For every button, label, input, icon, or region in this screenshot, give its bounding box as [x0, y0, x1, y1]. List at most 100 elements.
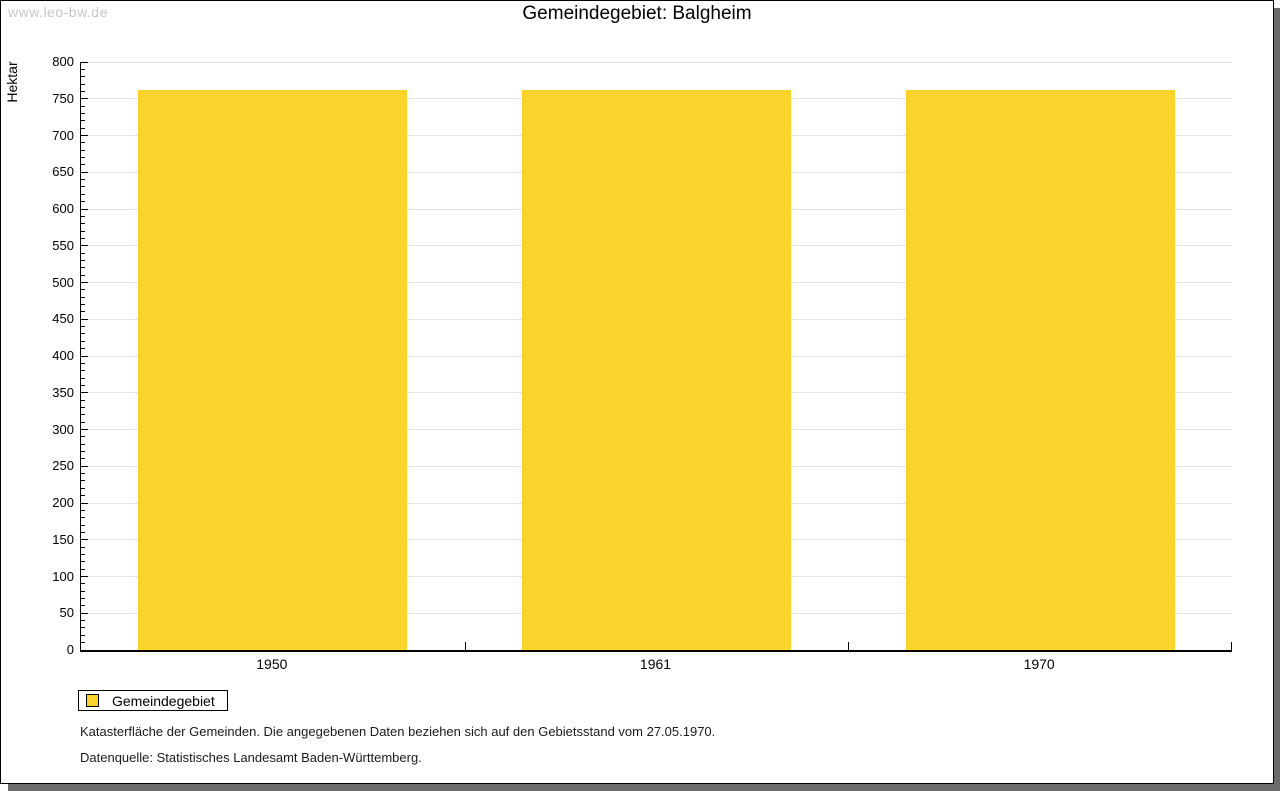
y-minor-tick: [81, 68, 85, 70]
y-minor-tick: [81, 524, 85, 526]
y-minor-tick: [81, 267, 85, 269]
y-major-tick: [81, 502, 88, 504]
y-minor-tick: [81, 561, 85, 563]
x-tick-label-1950: 1950: [256, 656, 288, 672]
y-minor-tick: [81, 443, 85, 445]
y-minor-tick: [81, 590, 85, 592]
y-minor-tick: [81, 179, 85, 181]
legend-label: Gemeindegebiet: [112, 692, 215, 709]
y-minor-tick: [81, 509, 85, 511]
footnote-source-note: Katasterfläche der Gemeinden. Die angege…: [80, 724, 716, 739]
y-minor-tick: [81, 531, 85, 533]
y-major-tick: [81, 98, 88, 100]
x-boundary-tick: [465, 642, 466, 650]
y-minor-tick: [81, 90, 85, 92]
frame-shadow-bottom: [8, 784, 1274, 791]
y-tick-label-250: 250: [52, 458, 74, 474]
y-minor-tick: [81, 186, 85, 188]
y-major-tick: [81, 282, 88, 283]
y-minor-tick: [81, 120, 85, 122]
y-minor-tick: [81, 517, 85, 519]
y-minor-tick: [81, 333, 85, 335]
y-minor-tick: [81, 598, 85, 600]
y-tick-label-600: 600: [52, 201, 74, 216]
y-minor-tick: [81, 627, 85, 629]
y-tick-label-50: 50: [59, 605, 74, 621]
y-major-tick: [81, 318, 88, 320]
y-minor-tick: [81, 340, 85, 342]
y-major-tick: [81, 649, 88, 651]
y-minor-tick: [81, 546, 85, 548]
y-tick-label-500: 500: [52, 274, 74, 290]
y-major-tick: [81, 392, 88, 394]
y-minor-tick: [81, 252, 85, 254]
y-minor-tick: [81, 495, 85, 497]
x-tick-label-1970: 1970: [1023, 656, 1055, 672]
y-tick-label-700: 700: [52, 127, 74, 143]
y-minor-tick: [81, 406, 85, 408]
y-minor-tick: [81, 377, 85, 379]
y-minor-tick: [81, 487, 85, 489]
y-minor-tick: [81, 164, 85, 166]
y-major-tick: [81, 429, 88, 430]
y-minor-tick: [81, 553, 85, 555]
legend-swatch: [86, 694, 99, 707]
y-minor-tick: [81, 215, 85, 217]
y-minor-tick: [81, 311, 85, 313]
y-minor-tick: [81, 112, 85, 114]
y-minor-tick: [81, 362, 85, 364]
y-minor-tick: [81, 414, 85, 416]
y-tick-label-650: 650: [52, 164, 74, 180]
y-major-tick: [81, 61, 88, 63]
y-minor-tick: [81, 274, 85, 276]
y-minor-tick: [81, 370, 85, 372]
y-minor-tick: [81, 76, 85, 78]
x-boundary-tick: [848, 642, 849, 650]
y-minor-tick: [81, 348, 85, 350]
y-minor-tick: [81, 421, 85, 423]
y-major-tick: [81, 355, 88, 357]
y-minor-tick: [81, 289, 85, 291]
y-minor-tick: [81, 436, 85, 438]
footnote-data-source: Datenquelle: Statistisches Landesamt Bad…: [80, 750, 422, 765]
y-major-tick: [81, 576, 88, 577]
y-tick-label-350: 350: [52, 384, 74, 400]
y-minor-tick: [81, 568, 85, 570]
chart-title: Gemeindegebiet: Balgheim: [522, 3, 752, 24]
y-minor-tick: [81, 157, 85, 159]
y-major-tick: [81, 135, 88, 136]
y-tick-label-300: 300: [52, 421, 74, 437]
plot-area: [80, 61, 1232, 652]
y-minor-tick: [81, 259, 85, 261]
y-minor-tick: [81, 237, 85, 239]
y-minor-tick: [81, 304, 85, 306]
y-minor-tick: [81, 201, 85, 203]
y-tick-label-550: 550: [52, 237, 74, 253]
bar-1961: [522, 90, 791, 650]
y-minor-tick: [81, 193, 85, 195]
y-minor-tick: [81, 142, 85, 144]
y-minor-tick: [81, 127, 85, 129]
y-minor-tick: [81, 480, 85, 482]
y-major-tick: [81, 612, 88, 614]
bar-1950: [138, 90, 407, 650]
y-tick-label-200: 200: [52, 495, 74, 510]
bar-1970: [906, 90, 1175, 650]
x-tick-label-1961: 1961: [639, 656, 672, 672]
x-end-tick: [1231, 642, 1232, 650]
y-minor-tick: [81, 223, 85, 225]
y-tick-label-800: 800: [52, 54, 74, 69]
y-minor-tick: [81, 384, 85, 386]
y-minor-tick: [81, 620, 85, 622]
legend: Gemeindegebiet: [78, 690, 228, 711]
watermark: www.leo-bw.de: [8, 4, 108, 20]
y-tick-label-0: 0: [66, 642, 74, 657]
y-minor-tick: [81, 230, 85, 232]
y-minor-tick: [81, 105, 85, 107]
y-major-tick: [81, 465, 88, 467]
y-minor-tick: [81, 326, 85, 328]
y-tick-label-150: 150: [52, 531, 74, 547]
y-tick-label-100: 100: [52, 568, 74, 584]
y-minor-tick: [81, 296, 85, 298]
